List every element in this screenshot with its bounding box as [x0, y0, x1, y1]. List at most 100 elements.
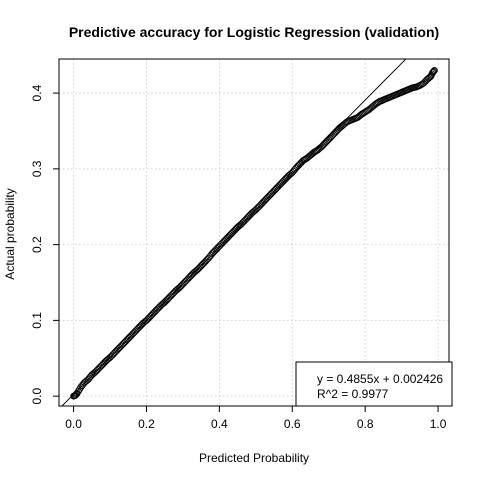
data-point: [254, 203, 262, 211]
data-point: [268, 189, 276, 197]
y-tick-label: 0.0: [30, 387, 44, 404]
data-point: [200, 259, 207, 267]
y-axis-label: Actual probability: [3, 188, 17, 279]
data-point: [132, 327, 139, 335]
x-tick-label: 1.0: [430, 417, 447, 431]
data-point: [180, 279, 188, 287]
y-tick-label: 0.1: [30, 312, 44, 329]
data-point: [271, 186, 279, 193]
data-point: [240, 218, 248, 226]
data-point: [194, 266, 201, 274]
data-point: [160, 299, 167, 307]
data-point: [73, 389, 81, 397]
data-point: [183, 276, 190, 284]
data-point: [161, 298, 169, 306]
data-point: [318, 143, 325, 151]
data-point: [219, 238, 227, 246]
data-point: [325, 135, 333, 143]
data-point: [264, 193, 272, 201]
data-point: [175, 284, 183, 292]
data-point: [155, 304, 163, 312]
data-point: [106, 354, 114, 361]
data-point: [137, 322, 144, 330]
x-tick-label: 0.4: [211, 417, 228, 431]
data-point: [174, 285, 182, 293]
legend-equation: y = 0.4855x + 0.002426: [317, 372, 443, 386]
data-point: [99, 360, 107, 368]
data-point: [217, 241, 224, 249]
data-point: [223, 235, 231, 242]
data-point: [119, 340, 127, 348]
data-point: [262, 196, 269, 204]
y-tick-label: 0.4: [30, 84, 44, 101]
data-point: [215, 242, 223, 250]
data-point: [237, 220, 245, 228]
data-point: [269, 188, 277, 196]
data-point: [126, 333, 133, 341]
data-point: [177, 283, 184, 290]
data-point: [141, 317, 149, 325]
data-point: [127, 332, 135, 340]
data-point: [420, 79, 427, 87]
data-point: [149, 310, 156, 318]
data-point: [245, 213, 252, 220]
data-point: [209, 249, 217, 256]
data-point: [242, 215, 250, 223]
data-point: [79, 380, 87, 388]
data-point: [168, 291, 176, 299]
data-point: [164, 295, 172, 302]
data-point: [246, 211, 254, 219]
data-point: [201, 258, 209, 266]
data-point: [296, 160, 303, 168]
data-point: [93, 367, 101, 375]
data-point: [181, 278, 189, 285]
data-point: [231, 226, 239, 234]
data-point: [118, 341, 126, 349]
data-point: [332, 128, 340, 136]
data-point: [96, 363, 104, 371]
y-tick-label: 0.3: [30, 160, 44, 177]
legend: y = 0.4855x + 0.002426 R^2 = 0.9977: [295, 361, 453, 407]
data-point: [228, 230, 235, 237]
data-point: [134, 325, 142, 332]
data-point: [331, 129, 339, 137]
data-point: [274, 183, 282, 191]
data-point: [270, 187, 278, 195]
data-point: [202, 257, 210, 265]
data-point: [178, 281, 186, 289]
data-point: [421, 78, 429, 86]
data-point: [150, 309, 158, 317]
data-point: [292, 164, 300, 172]
axis-layer: 0.0 0.2 0.4 0.6 0.8 1.0 0.0 0.1 0.2 0.3 0.4: [30, 84, 447, 431]
data-point: [326, 134, 334, 142]
data-point: [431, 66, 438, 74]
data-point: [185, 274, 193, 282]
data-point: [197, 262, 205, 270]
data-point: [95, 364, 103, 372]
data-point: [94, 365, 102, 373]
data-point: [263, 195, 271, 202]
data-point: [83, 377, 91, 384]
data-point: [152, 306, 160, 314]
data-point: [429, 68, 437, 76]
x-tick-label: 0.0: [65, 417, 82, 431]
data-point: [293, 163, 301, 171]
data-point: [281, 176, 289, 183]
data-point: [146, 313, 154, 320]
data-point: [258, 200, 266, 207]
data-point: [236, 221, 244, 229]
data-point: [72, 391, 80, 399]
data-point: [163, 296, 171, 304]
data-point: [426, 74, 433, 81]
data-point: [87, 373, 94, 380]
data-point: [113, 346, 121, 354]
data-point: [188, 271, 195, 279]
data-point: [123, 336, 131, 344]
data-point: [179, 280, 187, 288]
data-point: [265, 192, 273, 200]
data-point: [116, 344, 124, 351]
data-point: [162, 297, 170, 305]
data-point: [220, 237, 228, 245]
data-point: [324, 137, 331, 144]
